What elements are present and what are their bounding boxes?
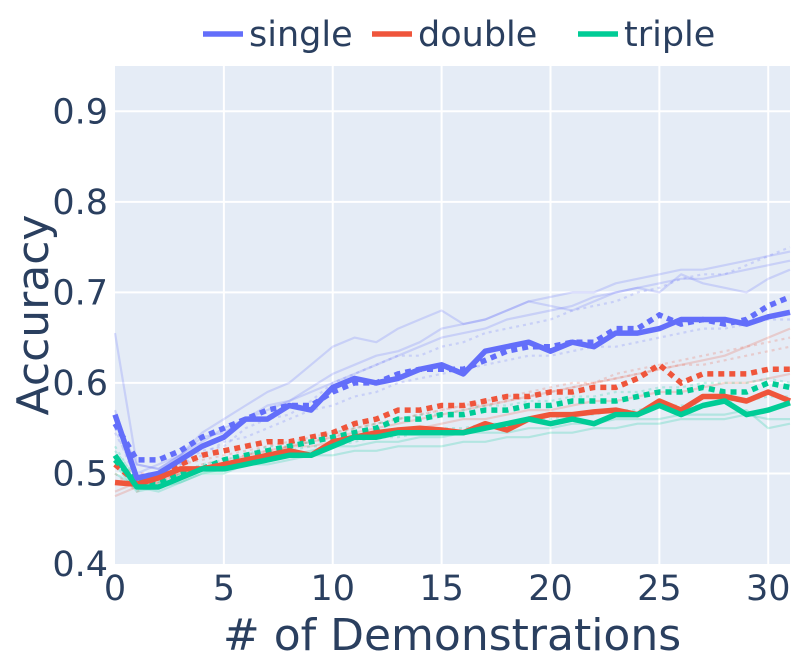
x-tick-label: 25 [637, 569, 682, 609]
y-tick-label: 0.7 [52, 273, 108, 313]
single-run-line [114, 318, 790, 475]
single-run-line [113, 259, 791, 475]
y-tick-label: 0.8 [52, 183, 108, 223]
legend-label: single [249, 15, 353, 55]
triple-dotted-line [113, 380, 791, 486]
double-run-line [114, 345, 791, 475]
single-run-line [113, 246, 791, 484]
legend-item-double[interactable]: double [372, 15, 537, 55]
y-tick-label: 0.4 [52, 545, 108, 585]
legend[interactable]: single double triple [203, 15, 715, 55]
x-tick-label: 10 [310, 569, 355, 609]
y-tick-label: 0.5 [52, 454, 108, 494]
single-run-line [113, 268, 791, 470]
x-tick-label: 20 [528, 569, 573, 609]
legend-item-single[interactable]: single [203, 15, 353, 55]
plot-background [115, 66, 790, 564]
x-tick-label: 15 [419, 569, 464, 609]
triple-mean-line [112, 398, 791, 490]
legend-label: double [418, 15, 537, 55]
y-axis-title: Accuracy [8, 215, 59, 416]
mean-series-lines [112, 309, 792, 490]
x-axis-title: # of Demonstrations [223, 610, 681, 661]
x-tick-label: 0 [104, 569, 126, 609]
double-dotted-line [113, 361, 790, 486]
y-tick-label: 0.6 [52, 364, 108, 404]
y-tick-label: 0.9 [52, 92, 108, 132]
x-tick-label: 30 [746, 569, 791, 609]
legend-label: triple [624, 15, 715, 55]
x-tick-labels: 0 5 10 15 20 25 30 [104, 569, 791, 609]
single-run-line [114, 250, 791, 470]
legend-item-triple[interactable]: triple [578, 15, 715, 55]
single-mean-line [112, 309, 791, 481]
triple-run-line [114, 377, 791, 484]
y-tick-labels: 0.4 0.5 0.6 0.7 0.8 0.9 [52, 92, 108, 585]
x-tick-label: 5 [213, 569, 235, 609]
